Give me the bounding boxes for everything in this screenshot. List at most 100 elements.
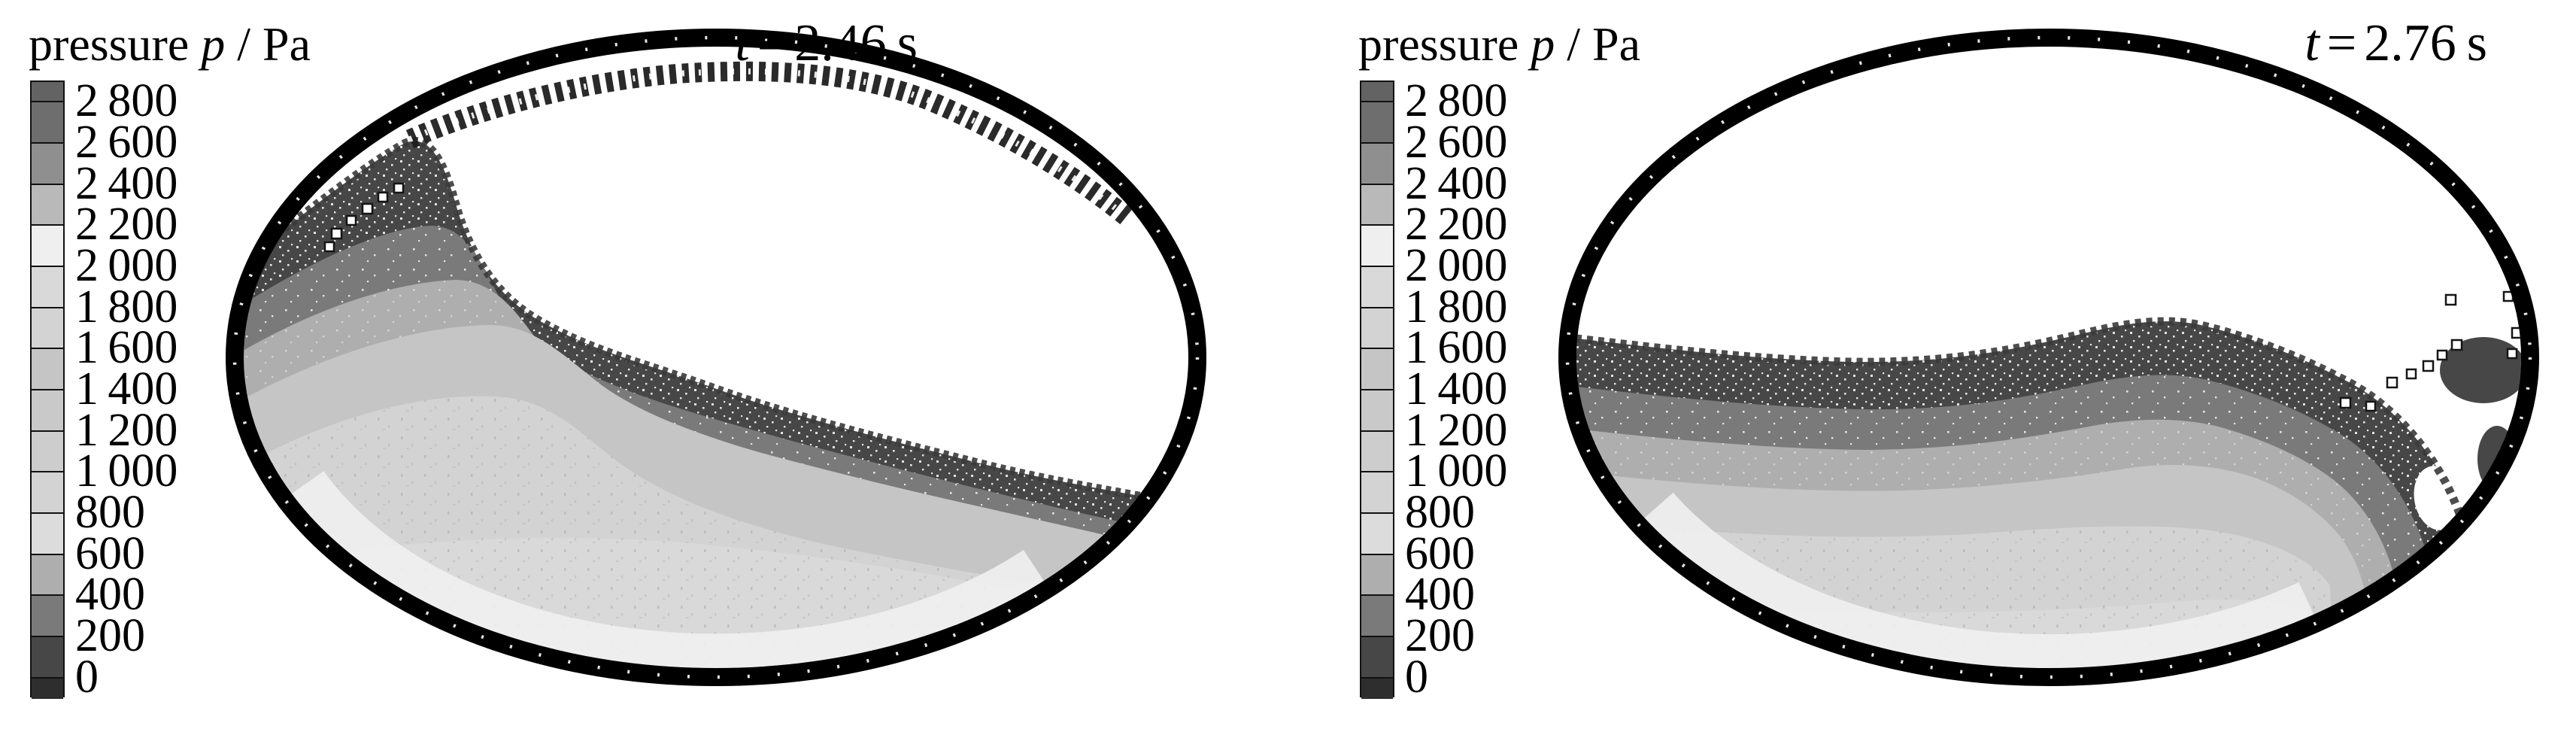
title-prefix: pressure xyxy=(29,17,202,71)
entrapped-air-cavity xyxy=(2414,466,2460,530)
colorbar-tick-label: 2 600 xyxy=(75,116,178,168)
colorbar-swatch xyxy=(32,226,63,267)
colorbar-swatch xyxy=(32,390,63,432)
colorbar-swatch xyxy=(32,596,63,637)
colorbar-swatch xyxy=(1361,82,1393,103)
colorbar-swatch xyxy=(32,266,63,308)
colorbar-swatch xyxy=(1361,266,1393,308)
time-label: t = 2.76 s xyxy=(2186,14,2487,74)
colorbar-swatch xyxy=(32,472,63,514)
droplet-particle xyxy=(2386,376,2399,389)
colorbar-swatch xyxy=(32,554,63,597)
colorbar-swatch xyxy=(32,636,63,679)
colorbar-swatch xyxy=(1361,102,1393,144)
pressure-colorbar xyxy=(30,80,65,699)
droplet-particle xyxy=(2444,293,2457,306)
colorbar-tick-label: 1 800 xyxy=(75,281,178,333)
time-label: t = 2.46 s xyxy=(617,14,918,74)
title-prefix: pressure xyxy=(1358,17,1531,71)
colorbar-swatch xyxy=(1361,513,1393,555)
colorbar-tick-label: 2 000 xyxy=(75,239,178,291)
colorbar-swatch xyxy=(1361,349,1393,390)
panel-left: pressure p / Pa 2 800 2 600 2 400 2 200 2 00… xyxy=(0,0,1246,732)
colorbar-swatch xyxy=(1361,143,1393,185)
colorbar-tick-label: 0 xyxy=(75,651,99,703)
droplet-particle xyxy=(2511,327,2521,339)
droplet-particle xyxy=(323,241,335,253)
colorbar-tick-label: 1 800 xyxy=(1405,281,1508,333)
colorbar-tick-label: 2 200 xyxy=(1405,199,1508,251)
droplet-particle xyxy=(393,182,405,194)
colorbar-swatch xyxy=(32,349,63,390)
colorbar-tick-label: 1 200 xyxy=(1405,404,1508,456)
colorbar-tick-label: 1 400 xyxy=(1405,363,1508,415)
droplet-particle xyxy=(2450,339,2463,351)
colorbar-tick-label: 2 800 xyxy=(1405,75,1508,127)
time-unit: s xyxy=(897,14,918,72)
colorbar-tick-label: 2 400 xyxy=(1405,157,1508,209)
title-symbol: p xyxy=(1531,17,1555,71)
colorbar-tick-label: 2 200 xyxy=(75,199,178,251)
free-surface-edge xyxy=(244,137,1175,507)
droplet-particle xyxy=(2365,400,2377,412)
panel-title: pressure p / Pa xyxy=(1358,17,1640,72)
free-surface-edge xyxy=(1576,317,2489,625)
colorbar-swatch xyxy=(1361,636,1393,679)
title-suffix: / Pa xyxy=(1555,17,1641,71)
colorbar-swatch xyxy=(32,678,63,699)
colorbar-swatch xyxy=(1361,678,1393,699)
splash-blob-at-wall xyxy=(2440,337,2521,403)
colorbar-tick-label: 1 400 xyxy=(75,363,178,415)
colorbar-tick-label: 400 xyxy=(75,569,145,621)
equals-sign: = xyxy=(757,14,787,72)
droplet-particle xyxy=(2339,396,2352,409)
colorbar-tick-label: 800 xyxy=(75,486,145,538)
colorbar-tick-label: 1 200 xyxy=(75,404,178,456)
colorbar-swatch xyxy=(1361,308,1393,350)
colorbar-tick-labels: 2 800 2 600 2 400 2 200 2 000 1 800 1 600 1 400… xyxy=(1405,76,1570,712)
colorbar-swatch xyxy=(1361,390,1393,432)
droplet-particle xyxy=(2422,360,2435,372)
colorbar-tick-label: 1 600 xyxy=(75,322,178,374)
panel-right: pressure p / Pa 2 800 2 600 2 400 2 200 2 00… xyxy=(1330,0,2576,732)
droplet-particle xyxy=(2405,368,2417,380)
title-symbol: p xyxy=(201,17,226,71)
tank-wall-particle-texture-right xyxy=(1565,35,2532,679)
colorbar-swatch xyxy=(32,102,63,144)
colorbar-swatch xyxy=(32,431,63,473)
colorbar-tick-label: 600 xyxy=(1405,527,1475,579)
colorbar-tick-label: 400 xyxy=(1405,569,1475,621)
title-suffix: / Pa xyxy=(225,17,311,71)
colorbar-tick-label: 1 000 xyxy=(75,445,178,497)
droplet-particle xyxy=(361,202,374,215)
colorbar-swatch xyxy=(32,184,63,226)
droplet-particle xyxy=(377,191,389,203)
colorbar-swatch xyxy=(1361,596,1393,637)
colorbar-tick-label: 1 600 xyxy=(1405,322,1508,374)
colorbar-swatch xyxy=(1361,226,1393,267)
colorbar-tick-label: 1 000 xyxy=(1405,445,1508,497)
high-pressure-bottom-band xyxy=(290,471,1047,668)
colorbar-swatch xyxy=(1361,184,1393,226)
colorbar-swatch xyxy=(32,308,63,350)
colorbar-swatch xyxy=(32,143,63,185)
colorbar-tick-label: 200 xyxy=(75,609,145,661)
tank-wall-particle-texture-left xyxy=(232,35,1200,679)
colorbar-swatch xyxy=(32,513,63,555)
time-unit: s xyxy=(2466,14,2487,72)
equals-sign: = xyxy=(2326,14,2357,72)
colorbar-swatch xyxy=(32,82,63,103)
time-symbol: t xyxy=(2304,14,2320,72)
spray-droplets-left xyxy=(323,182,405,253)
droplet-particle xyxy=(345,214,357,226)
colorbar-tick-label: 2 000 xyxy=(1405,239,1508,291)
pressure-colorbar xyxy=(1360,80,1394,699)
high-pressure-bottom-band xyxy=(1642,492,2317,668)
colorbar-tick-label: 0 xyxy=(1405,651,1428,703)
colorbar-tick-label: 2 800 xyxy=(75,75,178,127)
droplet-particle xyxy=(330,227,343,240)
colorbar-tick-label: 600 xyxy=(75,527,145,579)
colorbar-tick-label: 2 600 xyxy=(1405,116,1508,168)
